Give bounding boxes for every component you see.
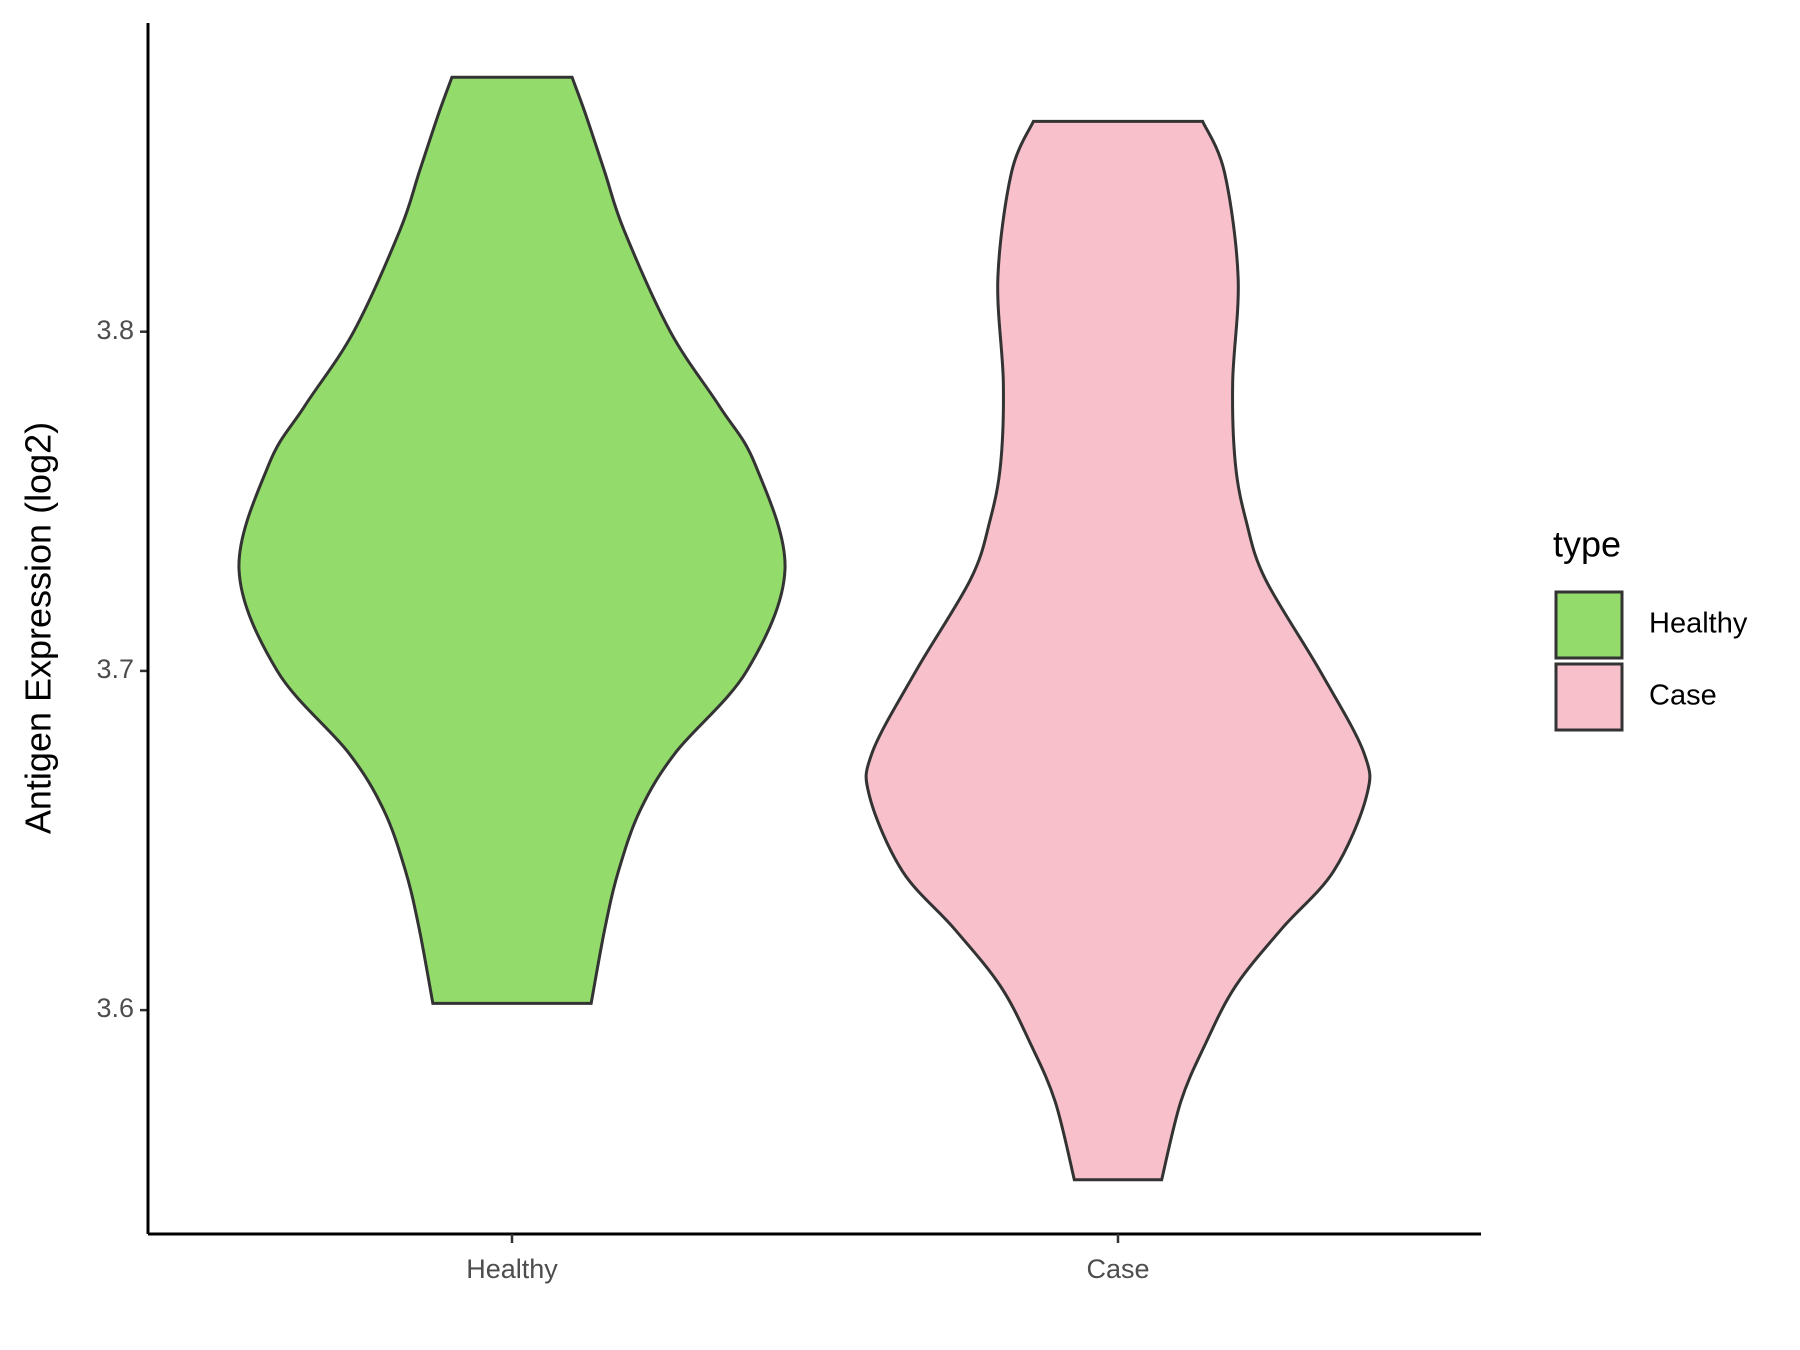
legend-title: type	[1553, 524, 1621, 565]
legend-label: Case	[1649, 680, 1717, 712]
legend-key	[1554, 662, 1624, 732]
y-tick-label: 3.7	[96, 654, 134, 684]
y-tick-label: 3.8	[96, 315, 134, 345]
y-tick-label: 3.6	[96, 993, 134, 1023]
legend-key	[1554, 590, 1624, 660]
y-axis-title: Antigen Expression (log2)	[18, 422, 59, 834]
violin	[237, 75, 787, 1005]
legend-label: Healthy	[1649, 608, 1748, 640]
x-tick-label: Case	[1086, 1254, 1149, 1284]
x-tick-label: Healthy	[466, 1254, 558, 1284]
violin	[864, 119, 1372, 1182]
